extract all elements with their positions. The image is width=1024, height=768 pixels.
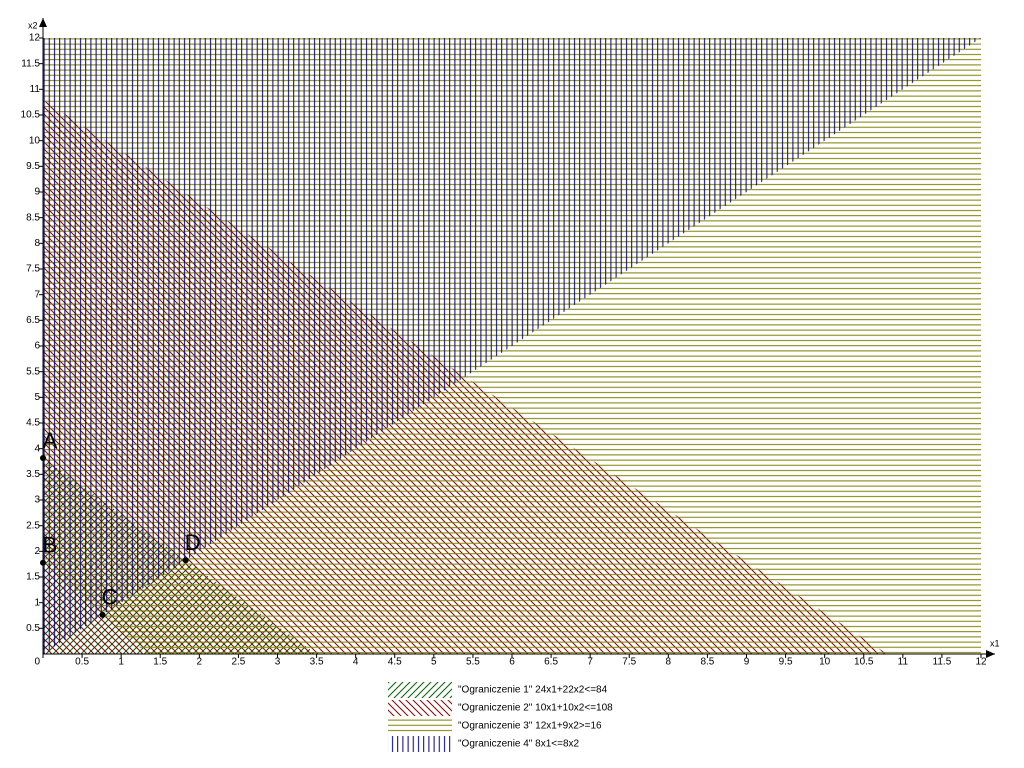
x-tick-label: 5 [431,657,437,668]
y-tick-label: 9 [34,187,40,198]
x-tick-label: 12 [975,657,987,668]
legend-text: "Ograniczenie 3" 12x1+9x2>=16 [458,721,602,732]
point [182,557,189,564]
y-tick-label: 2 [34,546,40,557]
x-tick-label: 3 [275,657,281,668]
x-tick-label: 5.5 [466,657,480,668]
x-tick-label: 1 [118,657,124,668]
y-tick-label: 1.5 [26,572,40,583]
x-tick-label: 7 [587,657,593,668]
y-axis-label: x2 [28,20,38,30]
x-tick-label: 4.5 [388,657,402,668]
constraint-region [43,38,981,654]
x-tick-label: 3.5 [310,657,324,668]
x-tick-label: 2 [197,657,203,668]
y-tick-label: 10.5 [21,110,41,121]
y-tick-label: 12 [29,33,41,44]
x-tick-label: 4 [353,657,359,668]
x-tick-label: 10 [819,657,831,668]
legend-swatch [388,700,452,716]
axes [39,18,995,658]
point-label: C [102,585,118,610]
x-tick-label: 6.5 [544,657,558,668]
point [40,559,46,566]
point-label: B [43,533,58,558]
y-tick-label: 6.5 [26,315,40,326]
x-tick-label: 6 [509,657,515,668]
x-tick-label: 0.5 [75,657,89,668]
y-tick-label: 11.5 [21,58,40,69]
y-tick-label: 2.5 [26,520,40,531]
y-tick-label: 4 [34,443,40,454]
legend-swatch [388,736,452,752]
x-tick-label: 8 [666,657,672,668]
x-arrow [986,650,995,658]
x-tick-label: 11.5 [933,657,952,668]
y-tick-label: 5.5 [26,366,40,377]
legend-text: "Ograniczenie 4" 8x1<=8x2 [458,739,580,750]
y-tick-label: 6 [34,341,40,352]
legend-text: "Ograniczenie 1" 24x1+22x2<=84 [458,685,608,696]
x-tick-label: 1.5 [153,657,167,668]
y-tick-label: 8 [34,238,40,249]
point [99,611,106,618]
y-tick-label: 9.5 [26,161,40,172]
regions [43,38,981,655]
y-tick-label: 7.5 [26,264,40,275]
y-tick-label: 5 [34,392,40,403]
x-tick-label: 8.5 [700,657,714,668]
y-tick-label: 10 [29,135,41,146]
x-tick-label: 2.5 [231,657,245,668]
y-tick-label: 8.5 [26,212,40,223]
y-tick-label: 1 [34,597,40,608]
point [40,455,46,462]
x-tick-label: 7.5 [622,657,636,668]
x-tick-label: 9 [744,657,750,668]
x-tick-label: 0 [34,657,40,668]
y-tick-label: 3 [34,495,40,506]
x-axis-label: x1 [990,638,1000,648]
legend-text: "Ograniczenie 2" 10x1+10x2<=108 [458,703,613,714]
y-tick-label: 0.5 [26,623,40,634]
y-tick-label: 11 [30,84,41,95]
x-tick-label: 9.5 [779,657,793,668]
y-tick-label: 7 [34,289,40,300]
legend-swatch [388,718,452,734]
point-label: D [185,530,201,555]
y-arrow [39,18,47,27]
x-tick-label: 10.5 [854,657,874,668]
legend-swatch [388,682,452,698]
point-label: A [43,428,58,453]
y-tick-label: 3.5 [26,469,40,480]
y-tick-label: 4.5 [26,418,40,429]
x-tick-label: 11 [898,657,909,668]
